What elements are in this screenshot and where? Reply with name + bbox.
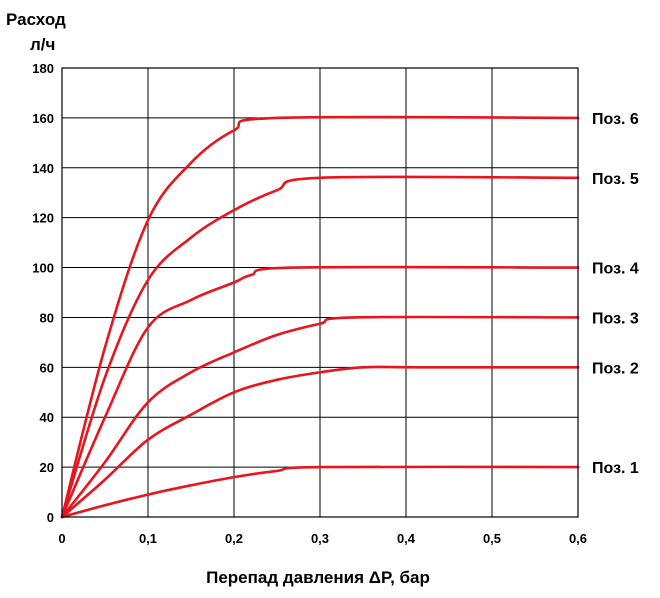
- series-labels: Поз. 1 Поз. 2 Поз. 3 Поз. 4 Поз. 5 Поз. 6: [592, 111, 639, 477]
- plot-frame: [61, 67, 579, 518]
- y-tick-label: 120: [32, 211, 54, 226]
- x-tick-label: 0,3: [311, 531, 329, 546]
- y-tick-label: 100: [32, 261, 54, 276]
- series-label-5: Поз. 5: [592, 171, 639, 188]
- series-line-4: [60, 265, 580, 519]
- series-line-6: [60, 115, 580, 519]
- x-tick-label: 0,4: [397, 531, 416, 546]
- series-line-3: [60, 315, 580, 519]
- x-tick-label: 0,1: [139, 531, 157, 546]
- tick-labels: 0 0,1 0,2 0,3 0,4 0,5 0,6 0 20 40 60 80 100 120 140 160…: [32, 61, 587, 546]
- y-tick-label: 140: [32, 161, 54, 176]
- y-tick-label: 180: [32, 61, 54, 76]
- y-tick-label: 160: [32, 111, 54, 126]
- x-axis-title: Перепад давления ΔP, бар: [206, 568, 430, 587]
- y-tick-label: 0: [47, 510, 54, 525]
- x-tick-label: 0,5: [483, 531, 501, 546]
- series-curves: [60, 115, 580, 519]
- series-label-3: Поз. 3: [592, 310, 639, 327]
- y-tick-label: 20: [40, 460, 54, 475]
- series-label-1: Поз. 1: [592, 460, 639, 477]
- x-tick-label: 0: [58, 531, 65, 546]
- series-line-1: [60, 465, 580, 519]
- y-axis-title-line2: л/ч: [30, 35, 55, 54]
- series-line-5: [60, 175, 580, 519]
- series-label-6: Поз. 6: [592, 111, 639, 128]
- y-tick-label: 40: [40, 410, 54, 425]
- y-tick-label: 80: [40, 310, 54, 325]
- y-axis-title-line1: Расход: [6, 10, 66, 29]
- series-line-2: [60, 365, 580, 519]
- y-tick-label: 60: [40, 360, 54, 375]
- series-label-2: Поз. 2: [592, 360, 639, 377]
- x-tick-label: 0,2: [225, 531, 243, 546]
- x-tick-label: 0,6: [569, 531, 587, 546]
- series-label-4: Поз. 4: [592, 261, 639, 278]
- grid: [61, 67, 579, 518]
